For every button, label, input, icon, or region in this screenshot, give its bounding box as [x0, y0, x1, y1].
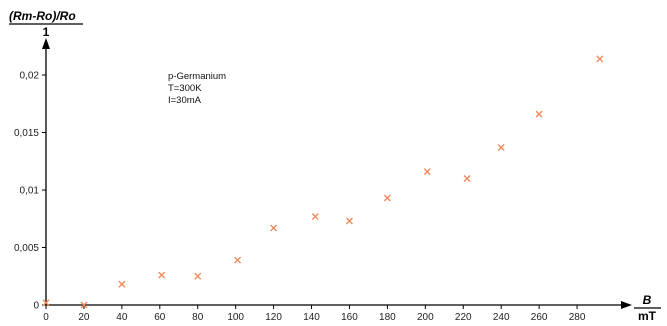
x-tick-label: 180 — [379, 312, 396, 323]
x-tick-label: 60 — [154, 312, 166, 323]
y-axis-label: (Rm-Ro)/Ro — [9, 9, 76, 23]
data-point — [535, 110, 543, 118]
axes — [42, 38, 632, 309]
data-point — [345, 217, 353, 225]
data-point — [423, 168, 431, 176]
data-points — [42, 55, 604, 309]
x-tick-label: 260 — [531, 312, 548, 323]
data-point — [270, 224, 278, 232]
x-axis-label: B — [643, 293, 652, 307]
data-point — [463, 175, 471, 182]
x-tick-label: 220 — [455, 312, 472, 323]
y-tick-label: 0 — [33, 301, 39, 312]
y-tick-label: 0,01 — [20, 186, 40, 197]
data-point — [596, 55, 604, 63]
y-axis-unit: 1 — [43, 25, 50, 39]
x-tick-label: 40 — [116, 312, 128, 323]
data-point — [497, 143, 505, 151]
x-tick-label: 140 — [303, 312, 320, 323]
data-point — [42, 299, 50, 307]
annotation-block: p-Germanium T=300K I=30mA — [168, 71, 226, 106]
x-tick-label: 160 — [341, 312, 358, 323]
y-ticks: 0 0,005 0,01 0,015 0,02 — [14, 71, 46, 312]
data-point — [383, 194, 391, 202]
x-axis-unit: mT — [638, 309, 657, 323]
x-tick-label: 100 — [227, 312, 244, 323]
x-tick-label: 120 — [265, 312, 282, 323]
x-tick-label: 200 — [417, 312, 434, 323]
data-point — [234, 256, 242, 264]
x-tick-label: 20 — [78, 312, 90, 323]
x-tick-label: 0 — [43, 312, 49, 323]
x-tick-label: 280 — [569, 312, 586, 323]
data-point — [311, 212, 319, 220]
data-point — [80, 301, 88, 309]
annotation-temperature: T=300K — [168, 83, 202, 94]
y-tick-label: 0,015 — [14, 128, 39, 139]
data-point — [158, 271, 166, 279]
y-tick-label: 0,02 — [20, 71, 40, 82]
y-axis-arrow — [42, 38, 50, 49]
data-point — [194, 272, 202, 280]
y-tick-label: 0,005 — [14, 243, 39, 254]
x-axis-arrow — [621, 301, 632, 309]
annotation-material: p-Germanium — [168, 71, 226, 82]
x-tick-label: 240 — [493, 312, 510, 323]
x-ticks: 0 20 40 60 80 100 120 140 160 180 200 220 240 260 280 — [43, 305, 586, 323]
data-point — [118, 280, 126, 288]
annotation-current: I=30mA — [168, 95, 202, 106]
x-tick-label: 80 — [192, 312, 204, 323]
